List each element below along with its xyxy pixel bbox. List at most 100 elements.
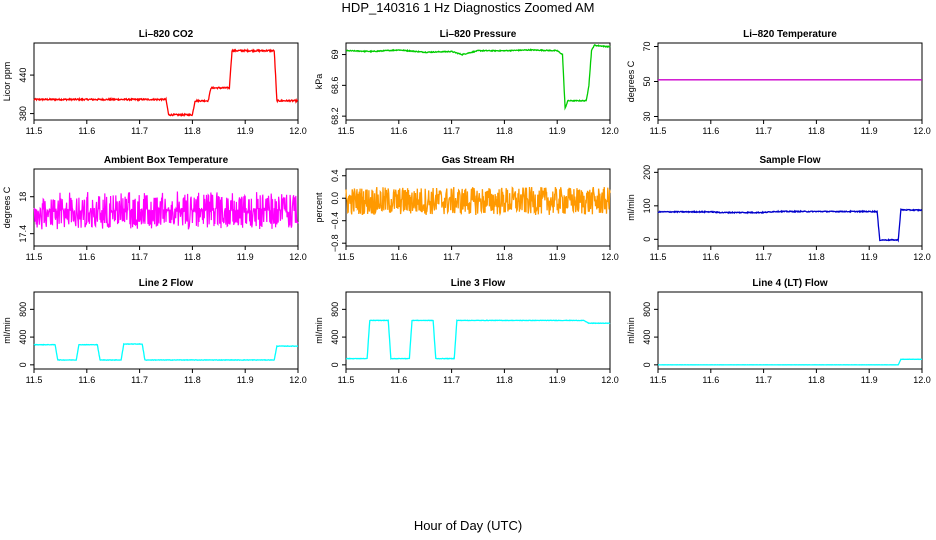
x-tick-label: 12.0 — [289, 252, 307, 262]
x-tick-label: 11.9 — [861, 375, 878, 385]
x-tick-label: 11.8 — [496, 126, 513, 136]
panel-title: Line 3 Flow — [451, 278, 506, 289]
x-tick-label: 12.0 — [601, 375, 619, 385]
x-tick-label: 11.8 — [496, 252, 513, 262]
plot-frame — [657, 168, 923, 247]
panel-line-4-lt-flow: Line 4 (LT) Flow ml/min 11.5 11.6 11.7 11.8 11… — [626, 278, 931, 385]
y-tick-label: 0.4 — [330, 169, 340, 182]
x-tick-label: 11.6 — [78, 252, 95, 262]
y-axis-label: percent — [314, 192, 324, 223]
y-tick-label: −0.4 — [330, 212, 340, 230]
x-tick-label: 11.5 — [650, 375, 667, 385]
x-tick-label: 11.8 — [184, 126, 201, 136]
y-tick-label: 0 — [642, 362, 652, 367]
panel-gas-stream-rh: Gas Stream RH percent 11.5 11.6 11.7 11.8 11.9… — [314, 155, 619, 262]
x-tick-label: 11.9 — [861, 126, 878, 136]
panel-title: Li–820 Temperature — [743, 29, 837, 40]
panel-title: Line 2 Flow — [139, 278, 194, 289]
panel-li-820-pressure: Li–820 Pressure kPa 11.5 11.6 11.7 11.8 11.9 12… — [314, 29, 619, 136]
x-tick-label: 11.5 — [338, 375, 355, 385]
y-tick-label: −0.8 — [330, 234, 340, 252]
figure-title: HDP_140316 1 Hz Diagnostics Zoomed AM — [341, 0, 595, 15]
x-tick-label: 11.7 — [443, 126, 460, 136]
x-tick-label: 11.6 — [390, 252, 407, 262]
y-tick-label: 68.2 — [330, 107, 340, 125]
panel-li-820-co2: Li–820 CO2 Licor ppm 11.5 11.6 11.7 11.8 11.9 1… — [2, 29, 307, 136]
x-tick-label: 11.9 — [237, 375, 254, 385]
panel-line-3-flow: Line 3 Flow ml/min 11.5 11.6 11.7 11.8 11.9 12.… — [314, 278, 619, 385]
x-tick-label: 11.8 — [184, 252, 201, 262]
x-tick-label: 12.0 — [601, 252, 619, 262]
series-line — [345, 186, 611, 217]
x-tick-label: 11.6 — [702, 126, 719, 136]
y-tick-label: 50 — [642, 76, 652, 86]
x-tick-label: 11.6 — [702, 375, 719, 385]
series-line — [345, 319, 611, 360]
x-tick-label: 11.7 — [131, 375, 148, 385]
y-tick-label: 380 — [18, 106, 28, 121]
y-tick-label: 400 — [642, 330, 652, 345]
y-tick-label: 0 — [18, 362, 28, 367]
y-axis-label: kPa — [314, 74, 324, 90]
plot-frame — [345, 291, 611, 370]
x-tick-label: 11.7 — [131, 126, 148, 136]
y-tick-label: 200 — [642, 165, 652, 180]
panel-title: Li–820 CO2 — [139, 29, 194, 40]
y-tick-label: 800 — [330, 302, 340, 317]
x-tick-label: 11.7 — [755, 252, 772, 262]
y-tick-label: 100 — [642, 198, 652, 213]
y-tick-label: 400 — [330, 330, 340, 345]
series-line — [33, 48, 299, 118]
y-tick-label: 17.4 — [18, 225, 28, 243]
series-line — [657, 208, 923, 243]
x-tick-label: 11.5 — [338, 252, 355, 262]
y-tick-label: 0 — [642, 237, 652, 242]
y-axis-label: Licor ppm — [2, 62, 12, 102]
x-tick-label: 11.7 — [755, 375, 772, 385]
panel-title: Gas Stream RH — [442, 155, 515, 166]
x-tick-label: 11.7 — [443, 252, 460, 262]
y-tick-label: 69 — [330, 50, 340, 60]
plot-frame — [33, 168, 299, 247]
plot-frame — [657, 42, 923, 121]
y-axis-label: degrees C — [626, 60, 636, 102]
x-tick-label: 11.6 — [390, 126, 407, 136]
panel-title: Line 4 (LT) Flow — [752, 278, 828, 289]
figure-x-axis-label: Hour of Day (UTC) — [413, 518, 523, 533]
series-line — [33, 342, 298, 362]
y-tick-label: 440 — [18, 68, 28, 83]
x-tick-label: 11.6 — [78, 126, 95, 136]
plot-frame — [345, 168, 611, 247]
x-tick-label: 11.8 — [496, 375, 513, 385]
plot-frame — [33, 291, 299, 370]
y-axis-label: ml/min — [626, 194, 636, 221]
panel-line-2-flow: Line 2 Flow ml/min 11.5 11.6 11.7 11.8 11.9 12.… — [2, 278, 307, 385]
plot-frame — [345, 42, 611, 121]
panel-li-820-temperature: Li–820 Temperature degrees C 11.5 11.6 11.7 1… — [626, 29, 931, 136]
x-tick-label: 12.0 — [601, 126, 619, 136]
plot-frame — [33, 42, 299, 121]
plot-frame — [657, 291, 923, 370]
panel-title: Sample Flow — [759, 155, 820, 166]
x-tick-label: 11.5 — [338, 126, 355, 136]
x-tick-label: 11.7 — [131, 252, 148, 262]
x-tick-label: 11.5 — [26, 252, 43, 262]
x-tick-label: 11.8 — [184, 375, 201, 385]
x-tick-label: 11.5 — [26, 375, 43, 385]
y-tick-label: 800 — [18, 302, 28, 317]
x-tick-label: 11.6 — [702, 252, 719, 262]
series-line — [33, 191, 299, 230]
panel-title: Ambient Box Temperature — [104, 155, 229, 166]
x-tick-label: 11.6 — [390, 375, 407, 385]
x-tick-label: 12.0 — [913, 375, 931, 385]
x-tick-label: 12.0 — [289, 375, 307, 385]
x-tick-label: 11.8 — [808, 252, 825, 262]
y-axis-label: ml/min — [2, 317, 12, 344]
y-tick-label: 400 — [18, 330, 28, 345]
y-tick-label: 18 — [18, 192, 28, 202]
y-tick-label: 800 — [642, 302, 652, 317]
x-tick-label: 11.9 — [549, 126, 566, 136]
x-tick-label: 11.9 — [549, 252, 566, 262]
x-tick-label: 11.5 — [26, 126, 43, 136]
